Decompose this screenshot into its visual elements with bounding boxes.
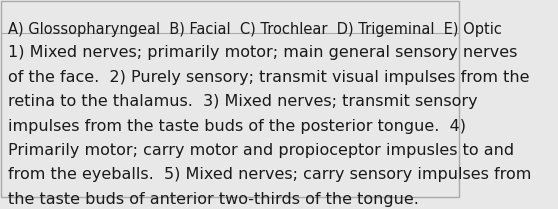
Text: from the eyeballs.  5) Mixed nerves; carry sensory impulses from: from the eyeballs. 5) Mixed nerves; carr… [8, 167, 532, 182]
Text: Primarily motor; carry motor and propioceptor impusles to and: Primarily motor; carry motor and propioc… [8, 143, 514, 158]
FancyBboxPatch shape [1, 1, 459, 197]
Text: of the face.  2) Purely sensory; transmit visual impulses from the: of the face. 2) Purely sensory; transmit… [8, 70, 530, 85]
Text: A) Glossopharyngeal  B) Facial  C) Trochlear  D) Trigeminal  E) Optic: A) Glossopharyngeal B) Facial C) Trochle… [8, 22, 502, 37]
Text: 1) Mixed nerves; primarily motor; main general sensory nerves: 1) Mixed nerves; primarily motor; main g… [8, 45, 518, 60]
Text: impulses from the taste buds of the posterior tongue.  4): impulses from the taste buds of the post… [8, 119, 466, 134]
Text: the taste buds of anterior two-thirds of the tongue.: the taste buds of anterior two-thirds of… [8, 192, 419, 207]
Text: retina to the thalamus.  3) Mixed nerves; transmit sensory: retina to the thalamus. 3) Mixed nerves;… [8, 94, 478, 109]
